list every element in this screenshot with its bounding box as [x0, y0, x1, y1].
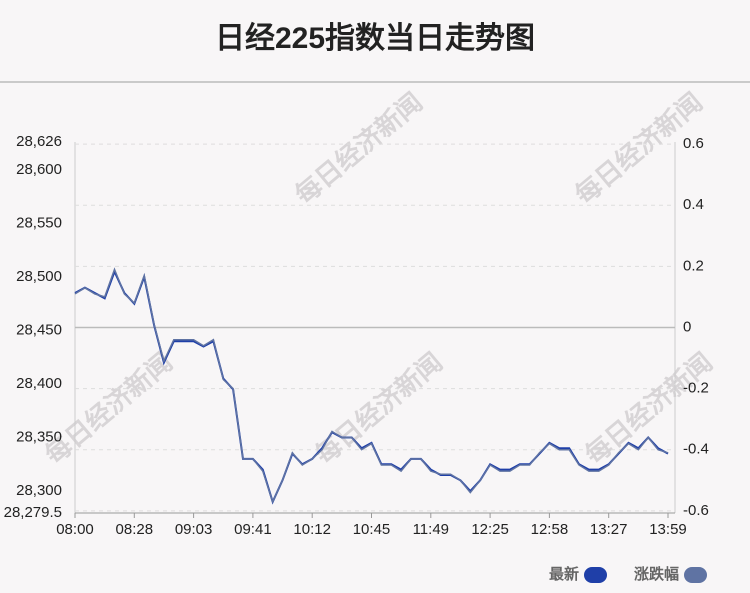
y-tick-label: 28,626: [16, 133, 62, 150]
x-tick-label: 09:03: [175, 521, 213, 538]
y-tick-label: 28,550: [16, 214, 62, 231]
y-tick-label: 28,450: [16, 321, 62, 338]
chart-title: 日经225指数当日走势图: [215, 21, 535, 55]
x-tick-label: 12:25: [471, 521, 509, 538]
y2-tick-label: -0.2: [683, 380, 709, 397]
y2-tick-label: -0.6: [683, 502, 709, 519]
x-tick-label: 08:28: [116, 521, 154, 538]
legend-swatch: [584, 567, 607, 583]
legend-swatch: [684, 567, 707, 583]
x-tick-label: 13:27: [590, 521, 628, 538]
x-tick-label: 11:49: [413, 521, 449, 538]
y2-tick-label: 0.4: [683, 196, 704, 213]
y-tick-label: 28,400: [16, 375, 62, 392]
series-line: [74, 267, 669, 504]
x-tick-label: 10:45: [353, 521, 391, 538]
y-tick-label: 28,350: [16, 428, 62, 445]
x-tick-label: 12:58: [531, 521, 569, 538]
legend-label: 涨跌幅: [634, 565, 679, 583]
x-tick-label: 13:59: [649, 521, 687, 538]
x-tick-label: 08:00: [56, 521, 94, 538]
x-tick-label: 10:12: [293, 521, 331, 538]
y-tick-label: 28,300: [16, 482, 62, 499]
y-tick-label: 28,600: [16, 161, 62, 178]
legend-label: 最新: [549, 565, 579, 583]
y2-tick-label: 0.2: [683, 257, 704, 274]
y-tick-label: 28,500: [16, 268, 62, 285]
y-tick-label: 28,279.5: [4, 504, 62, 521]
y2-tick-label: -0.4: [683, 441, 709, 458]
y2-tick-label: 0.6: [683, 135, 704, 152]
y2-tick-label: 0: [683, 318, 691, 335]
x-tick-label: 09:41: [234, 521, 272, 538]
